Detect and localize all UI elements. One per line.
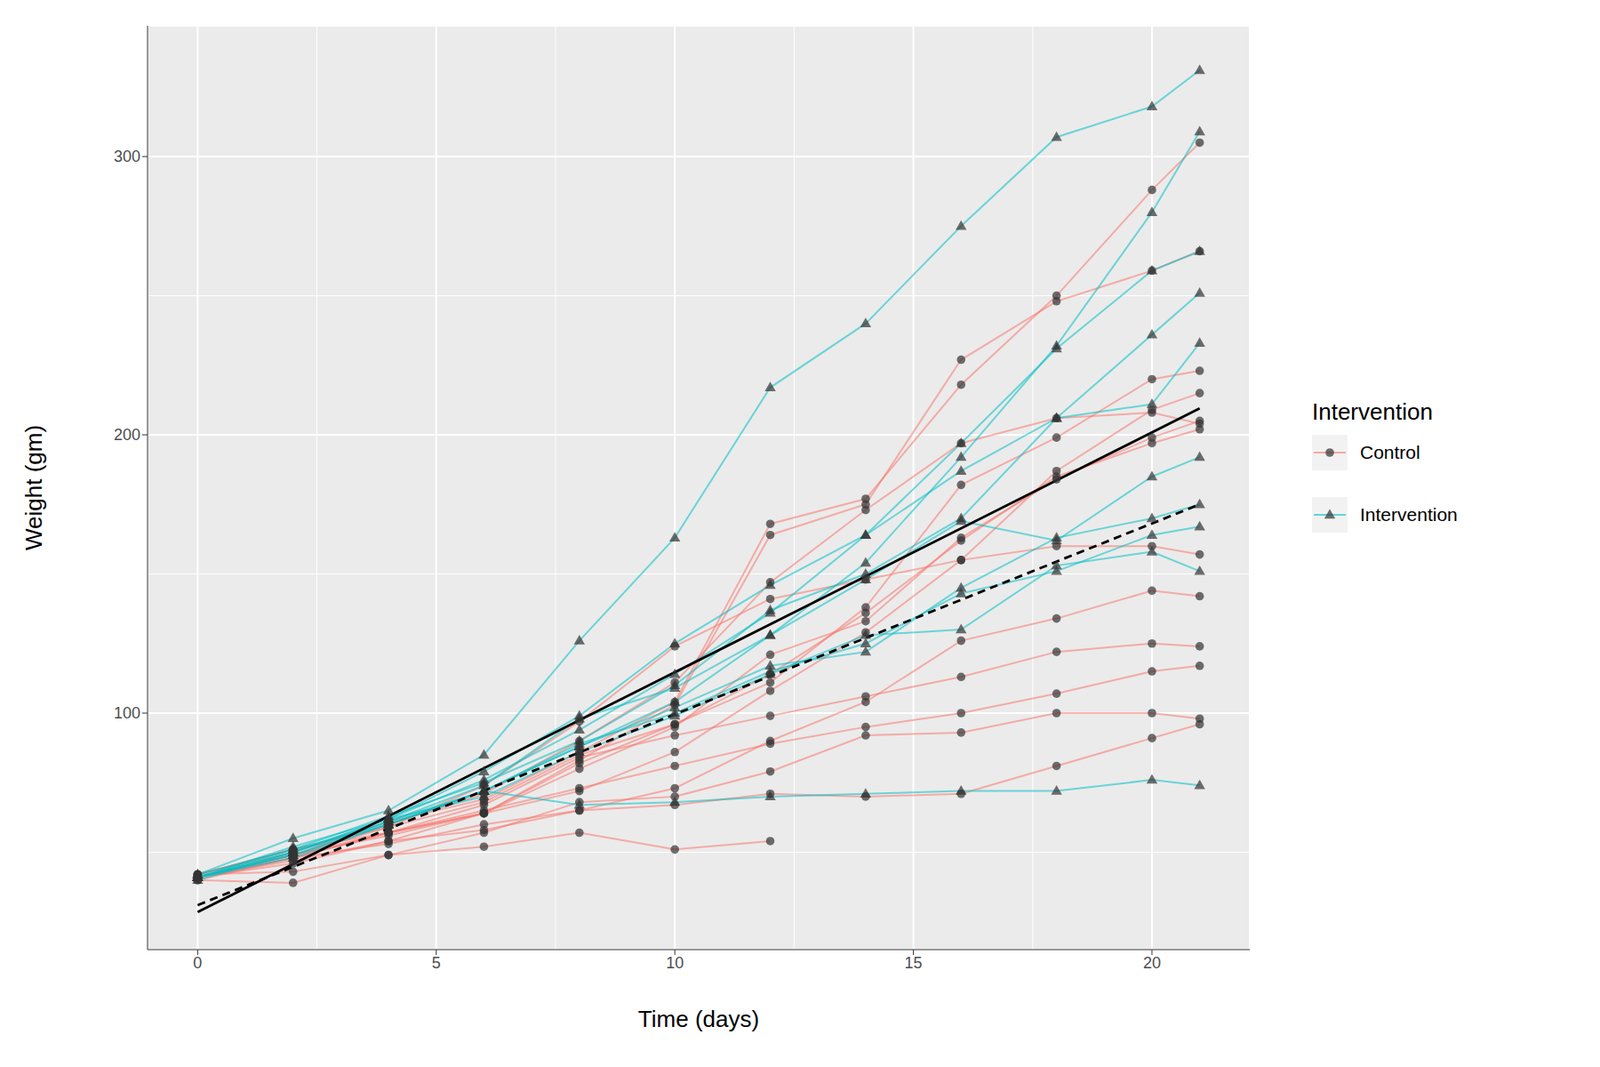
svg-text:10: 10 [665, 953, 684, 972]
svg-text:Time (days): Time (days) [638, 1005, 760, 1032]
svg-text:15: 15 [904, 953, 923, 972]
svg-text:Weight (gm): Weight (gm) [20, 424, 48, 551]
html-text:Control: Control [1360, 441, 1421, 463]
html-text:Intervention: Intervention [1312, 398, 1433, 425]
svg-text:100: 100 [113, 704, 141, 722]
svg-text:20: 20 [1143, 953, 1161, 972]
svg-text:0: 0 [192, 953, 202, 972]
svg-text:300: 300 [113, 147, 141, 166]
html-text:Intervention: Intervention [1360, 504, 1458, 525]
svg-text:200: 200 [113, 425, 141, 444]
svg-text:5: 5 [432, 953, 441, 972]
